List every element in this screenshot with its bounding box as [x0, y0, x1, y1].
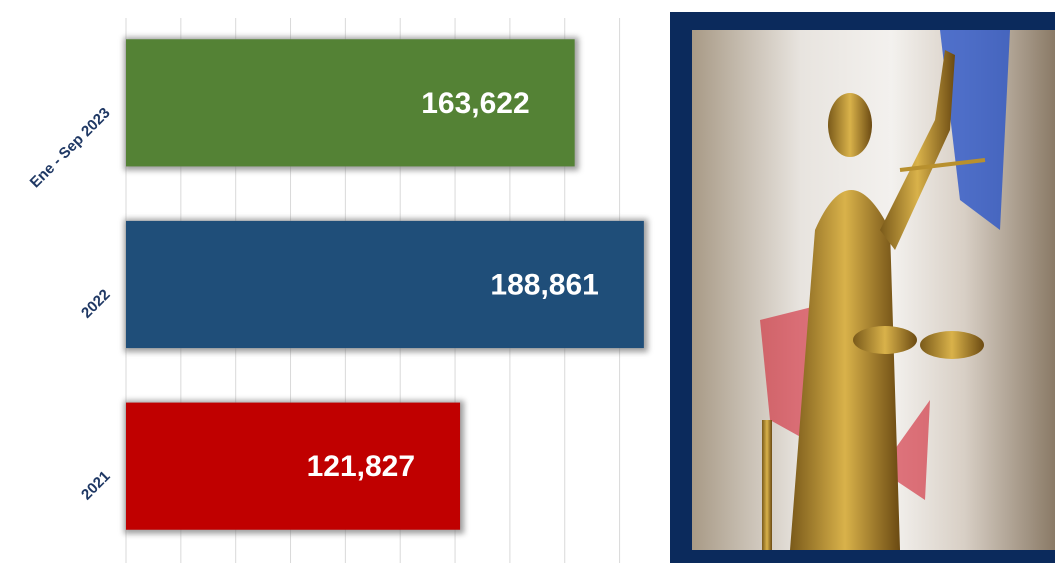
value-label: 163,622: [421, 87, 529, 120]
y-tick-label: 2022: [78, 286, 114, 322]
y-tick-label: Ene - Sep 2023: [27, 104, 114, 191]
photo-frame: [670, 12, 1055, 563]
page: 163,622 Ene - Sep 2023 188,861 2022 121,827 2…: [0, 0, 1055, 563]
value-label: 188,861: [490, 268, 598, 301]
scale-pan: [853, 326, 917, 354]
scale-pan: [920, 331, 984, 359]
y-tick-label: 2021: [78, 468, 114, 504]
chart: 163,622 Ene - Sep 2023 188,861 2022 121,827 2…: [27, 18, 648, 563]
sword: [762, 420, 772, 550]
value-label: 121,827: [307, 450, 415, 483]
statue-head: [828, 93, 872, 157]
